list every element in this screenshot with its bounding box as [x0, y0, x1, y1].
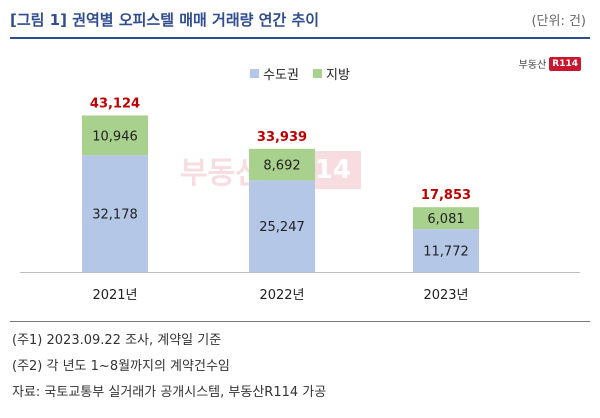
value-label-capital-2: 11,772 — [423, 245, 469, 260]
chart-title: [그림 1] 권역별 오피스텔 매매 거래량 연간 추이 — [10, 11, 320, 29]
unit-label: (단위: 건) — [531, 14, 586, 29]
value-label-regional-0: 10,946 — [92, 129, 138, 144]
bar-regional-0 — [82, 115, 148, 156]
logo-text: 부동산 — [518, 60, 547, 71]
value-label-capital-1: 25,247 — [259, 220, 305, 235]
legend-swatch-capital — [250, 69, 260, 78]
notes-divider — [10, 321, 590, 322]
legend-label-regional: 지방 — [325, 68, 350, 83]
total-label-0: 43,124 — [90, 96, 140, 111]
bar-regional-2 — [413, 207, 479, 230]
value-label-regional-1: 8,692 — [263, 159, 300, 174]
legend-swatch-regional — [312, 69, 322, 78]
total-label-1: 33,939 — [257, 130, 307, 145]
logo-badge: R114 — [549, 56, 581, 71]
legend-label-capital: 수도권 — [263, 68, 299, 83]
note-1: (주1) 2023.09.22 조사, 계약일 기준 — [12, 333, 222, 348]
total-label-2: 17,853 — [421, 188, 471, 203]
bar-capital-0 — [82, 155, 148, 272]
bar-capital-2 — [413, 229, 479, 272]
x-tick-label-1: 2022년 — [259, 288, 304, 303]
title-divider — [10, 37, 590, 39]
x-tick-label-2: 2023년 — [423, 288, 468, 303]
note-source: 자료: 국토교통부 실거래가 공개시스템, 부동산R114 가공 — [12, 385, 327, 400]
note-2: (주2) 각 년도 1~8월까지의 계약건수임 — [12, 359, 230, 374]
bar-regional-1 — [249, 148, 315, 181]
value-label-capital-0: 32,178 — [92, 208, 138, 223]
x-tick-label-0: 2021년 — [92, 288, 137, 303]
legend-item-capital: 수도권 — [250, 64, 299, 83]
legend-item-regional: 지방 — [312, 64, 350, 83]
value-label-regional-2: 6,081 — [427, 212, 464, 227]
bar-capital-1 — [249, 180, 315, 272]
brand-logo: 부동산 R114 — [519, 56, 581, 71]
chart-legend: 수도권 지방 — [0, 64, 600, 83]
